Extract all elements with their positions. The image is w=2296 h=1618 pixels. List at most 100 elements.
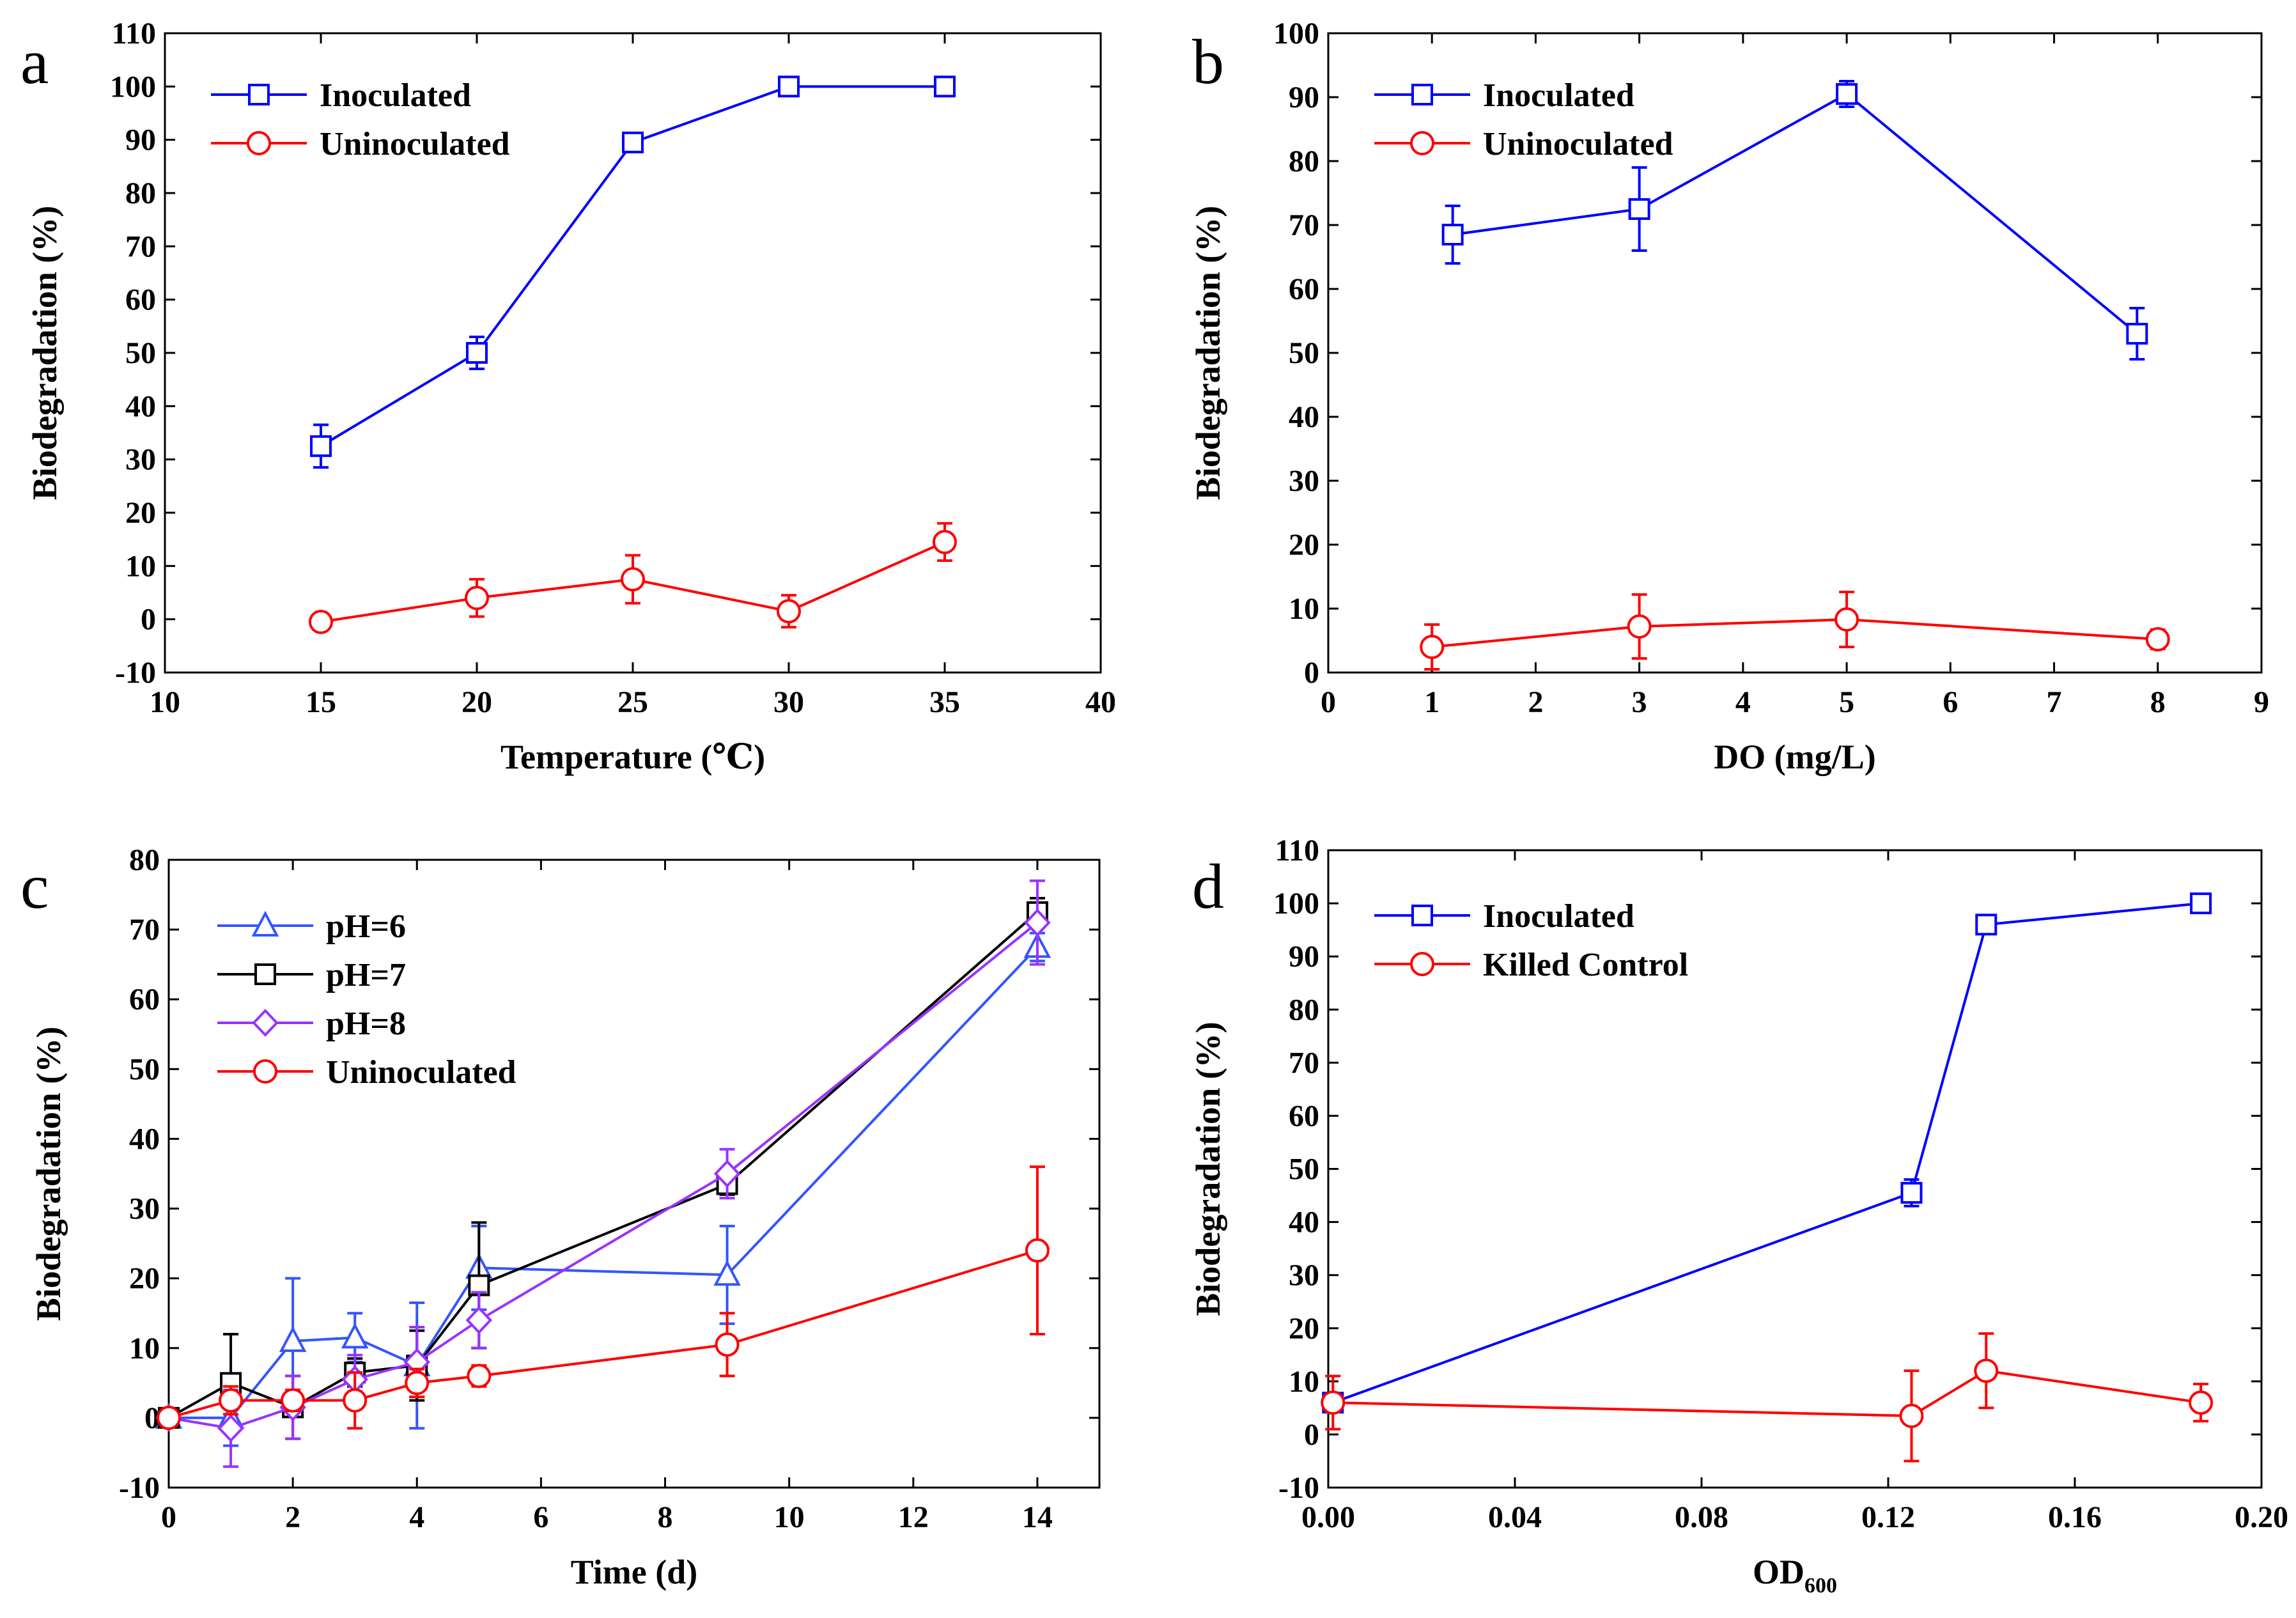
y-tick-label: 30 — [125, 443, 156, 477]
data-point — [713, 1160, 741, 1188]
y-tick-label: 30 — [1289, 464, 1319, 498]
x-tick-label: 0.12 — [1861, 1500, 1915, 1534]
data-point — [1628, 198, 1650, 220]
series-line — [1452, 92, 2138, 335]
data-point — [1024, 908, 1051, 937]
y-tick-label: 70 — [125, 229, 156, 263]
x-tick-label: 0.20 — [2235, 1500, 2288, 1534]
x-axis-title: Temperature (℃) — [500, 738, 765, 776]
series-line — [168, 921, 1039, 1430]
data-point — [310, 435, 332, 457]
y-tick-label: 60 — [1289, 1099, 1319, 1133]
data-point — [1321, 1390, 1346, 1415]
y-tick-label: 20 — [125, 496, 156, 530]
legend-label: pH=8 — [326, 1006, 406, 1042]
data-point — [467, 1364, 492, 1389]
legend-label: pH=7 — [326, 957, 406, 993]
x-tick-label: 0 — [161, 1500, 176, 1534]
data-point — [343, 1388, 368, 1413]
data-point — [621, 567, 645, 592]
y-tick-label: 40 — [129, 1122, 160, 1156]
y-tick-label: 50 — [1289, 336, 1319, 370]
data-point — [1836, 83, 1858, 105]
legend-label: Uninoculated — [326, 1054, 516, 1091]
x-tick-label: 25 — [617, 685, 648, 719]
series-line — [1432, 618, 2158, 648]
y-tick-label: 40 — [125, 389, 156, 423]
legend-label: Inoculated — [1483, 898, 1634, 935]
data-point — [1975, 914, 1997, 936]
y-tick-label: 80 — [1289, 993, 1319, 1027]
data-point — [1899, 1403, 1924, 1428]
y-tick-label: 110 — [112, 17, 156, 51]
data-point — [622, 131, 644, 153]
y-tick-label: 110 — [1275, 834, 1319, 867]
y-tick-label: -10 — [119, 1471, 160, 1505]
data-point — [1974, 1358, 1999, 1383]
legend-marker — [1410, 131, 1434, 155]
x-tick-label: 1 — [1424, 685, 1439, 719]
data-point — [1025, 1238, 1050, 1263]
legend-marker — [248, 84, 270, 105]
y-axis-title: Biodegradation (%) — [1189, 206, 1227, 501]
data-point — [933, 529, 957, 554]
data-point — [2189, 1390, 2214, 1415]
x-axis-title-subscript: 600 — [1804, 1574, 1837, 1598]
legend-label: Killed Control — [1483, 947, 1688, 983]
legend-marker — [254, 963, 276, 985]
y-tick-label: 90 — [125, 123, 156, 157]
y-tick-label: -10 — [115, 656, 156, 690]
y-tick-label: -10 — [1278, 1471, 1319, 1505]
x-tick-label: 6 — [1943, 685, 1958, 719]
data-point — [405, 1371, 430, 1396]
y-tick-label: 70 — [1289, 208, 1319, 242]
x-tick-label: 5 — [1839, 685, 1854, 719]
y-tick-label: 90 — [1289, 81, 1319, 114]
data-point — [2145, 627, 2170, 651]
x-tick-label: 7 — [2047, 685, 2062, 719]
data-point — [465, 586, 489, 611]
y-tick-label: 0 — [1304, 656, 1319, 690]
y-tick-label: 20 — [129, 1262, 160, 1296]
y-tick-label: 30 — [129, 1192, 160, 1226]
data-point — [219, 1388, 244, 1413]
legend-label: Uninoculated — [320, 126, 510, 162]
series-line — [1332, 902, 2201, 1404]
legend-label: Inoculated — [320, 77, 471, 114]
x-axis-title: OD600 — [1753, 1553, 1837, 1598]
y-tick-label: 60 — [125, 283, 156, 317]
y-tick-label: 10 — [1289, 1365, 1319, 1399]
data-point — [217, 1414, 244, 1443]
x-tick-label: 6 — [533, 1500, 548, 1534]
x-tick-label: 4 — [409, 1500, 424, 1534]
x-tick-label: 2 — [285, 1500, 300, 1534]
data-point — [466, 342, 488, 364]
panel-letter-a: a — [20, 26, 49, 97]
legend-marker — [247, 131, 271, 155]
x-tick-label: 2 — [1528, 685, 1543, 719]
data-point — [1441, 224, 1464, 245]
y-tick-label: 60 — [129, 983, 160, 1016]
y-tick-label: 20 — [1289, 528, 1319, 562]
y-tick-label: 50 — [129, 1052, 160, 1086]
legend-marker — [253, 1059, 277, 1084]
x-tick-label: 10 — [150, 685, 180, 719]
data-point — [2126, 323, 2148, 345]
x-tick-label: 40 — [1085, 685, 1116, 719]
x-tick-label: 20 — [462, 685, 492, 719]
x-tick-label: 14 — [1022, 1500, 1053, 1534]
data-point — [934, 75, 956, 98]
y-tick-label: 80 — [125, 176, 156, 210]
x-tick-label: 12 — [898, 1500, 929, 1534]
legend-label: Inoculated — [1483, 77, 1634, 114]
x-tick-label: 15 — [306, 685, 336, 719]
plot-frame — [1327, 32, 2263, 674]
data-point — [341, 1323, 369, 1349]
y-tick-label: 20 — [1289, 1312, 1319, 1346]
y-tick-label: 40 — [1289, 400, 1319, 434]
x-tick-label: 35 — [929, 685, 960, 719]
x-axis-title: DO (mg/L) — [1714, 738, 1875, 776]
legend-marker — [251, 910, 279, 937]
chart-panel-d: 0.00 0.04 0.08 0.12 0.16 0.20 -10 0 10 20 30 40 50 60… — [1189, 834, 2288, 1598]
